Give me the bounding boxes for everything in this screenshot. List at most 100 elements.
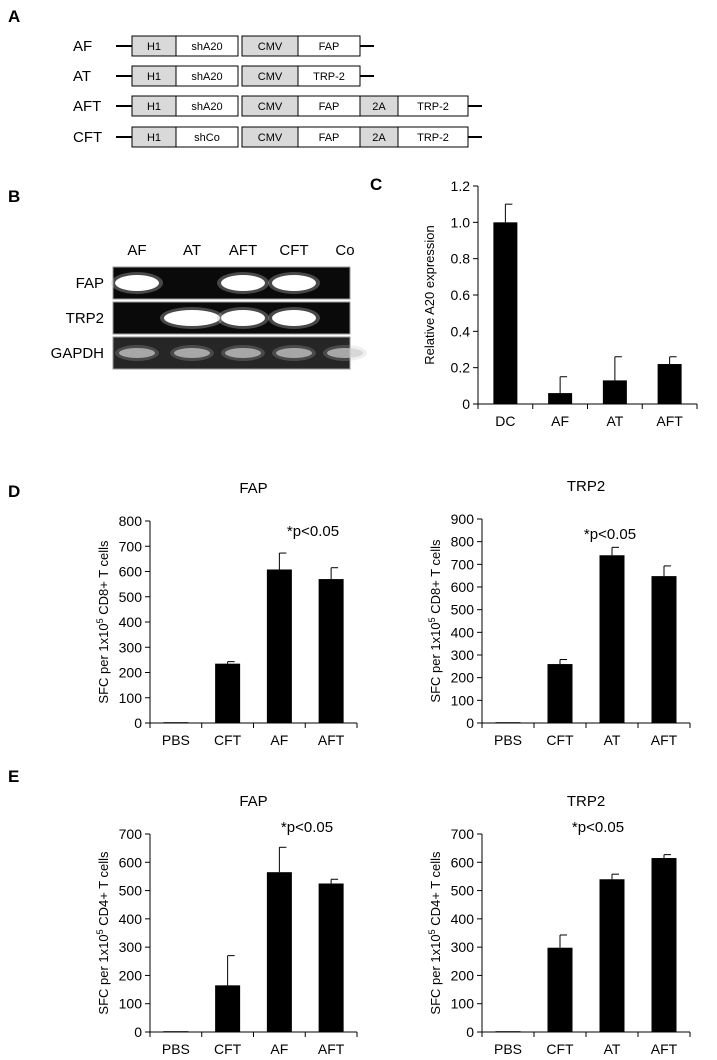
segment-label-sha20: shA20 xyxy=(191,101,222,113)
y-axis-label: SFC per 1x105 CD4+ T cells xyxy=(95,851,111,1015)
x-tick-label-at: AT xyxy=(604,1041,621,1057)
significance-annotation: *p<0.05 xyxy=(572,819,624,836)
x-tick-label-dc: DC xyxy=(495,413,515,429)
y-tick-label: 800 xyxy=(451,534,475,550)
y-tick-label: 1.0 xyxy=(451,214,471,230)
bar-dc xyxy=(493,222,518,404)
x-tick-label-aft: AFT xyxy=(318,1041,345,1057)
bar-cft xyxy=(215,663,241,723)
y-tick-label: 700 xyxy=(451,826,475,842)
y-axis-label-sup: 5 xyxy=(95,618,105,623)
y-tick-label: 600 xyxy=(119,854,143,870)
y-tick-label: 500 xyxy=(119,883,143,899)
y-axis-label: Relative A20 expression xyxy=(422,225,437,364)
chart-title: FAP xyxy=(239,480,267,497)
chart-title: TRP2 xyxy=(567,793,605,810)
panel-label-d: D xyxy=(8,482,20,501)
segment-trp-2 xyxy=(397,95,469,117)
y-axis-label-sup: 5 xyxy=(427,929,437,934)
y-tick-label: 200 xyxy=(119,665,143,681)
y-tick-label: 100 xyxy=(119,996,143,1012)
y-axis-label-part: SFC per 1x10 xyxy=(96,623,111,703)
bar-pbs xyxy=(495,722,521,723)
significance-annotation: *p<0.05 xyxy=(281,819,333,836)
x-tick-label-cft: CFT xyxy=(214,1041,242,1057)
segment-fap xyxy=(297,35,361,57)
gel-band xyxy=(115,275,159,291)
segment-shco xyxy=(175,126,239,148)
y-tick-label: 400 xyxy=(451,911,475,927)
y-tick-label: 0.8 xyxy=(451,251,471,267)
x-tick-label-pbs: PBS xyxy=(494,732,522,748)
segment-label-cmv: CMV xyxy=(258,132,283,144)
y-tick-label: 200 xyxy=(451,670,475,686)
y-tick-label: 800 xyxy=(119,513,143,529)
segment-label-trp-2: TRP-2 xyxy=(313,71,345,83)
gel-row-gapdh: GAPDH xyxy=(51,345,104,362)
x-tick-label-cft: CFT xyxy=(214,732,242,748)
segment-label-cmv: CMV xyxy=(258,101,283,113)
y-tick-label: 100 xyxy=(451,692,475,708)
segment-label-trp-2: TRP-2 xyxy=(417,132,449,144)
y-tick-label: 0 xyxy=(134,1024,142,1040)
chart-d-trp2: TRP2 0 100 200 300 400 500 600 700 800 900 PBS CFT AT… xyxy=(427,478,691,748)
y-tick-label: 400 xyxy=(451,624,475,640)
segment-label-trp-2: TRP-2 xyxy=(417,101,449,113)
panel-label-a: A xyxy=(8,7,20,26)
gel-row-fap: FAP xyxy=(76,275,104,292)
gel-image: AF AT AFT CFT Co FAP TRP2 GAPDH xyxy=(51,242,367,370)
construct-name-cft: CFT xyxy=(73,129,102,146)
segment-sha20 xyxy=(175,95,239,117)
construct-diagram: AF H1 shA20 CMV FAP AT H1 shA20 CMV TRP-2 AFT H1 shA… xyxy=(73,35,482,148)
y-tick-label: 600 xyxy=(119,564,143,580)
bar-aft xyxy=(651,576,677,723)
y-tick-label: 400 xyxy=(119,614,143,630)
y-axis-label-part: CD4+ T cells xyxy=(96,851,111,929)
construct-name-af: AF xyxy=(73,38,92,55)
segment-label-cmv: CMV xyxy=(258,71,283,83)
y-axis-label-part: SFC per 1x10 xyxy=(428,622,443,702)
gel-row-trp2: TRP2 xyxy=(66,310,104,327)
bar-af xyxy=(548,393,573,404)
x-tick-label-cft: CFT xyxy=(546,1041,574,1057)
y-tick-label: 500 xyxy=(451,883,475,899)
segment-label-h1: H1 xyxy=(147,132,161,144)
y-axis-label-part: CD4+ T cells xyxy=(428,851,443,929)
segment-label-h1: H1 xyxy=(147,41,161,53)
gel-band xyxy=(119,348,155,358)
y-axis-label-part: CD8+ T cells xyxy=(428,539,443,617)
bar-pbs xyxy=(163,1031,189,1032)
y-tick-label: 700 xyxy=(451,556,475,572)
panel-label-b: B xyxy=(8,187,20,206)
gel-band xyxy=(225,348,261,358)
y-tick-label: 600 xyxy=(451,854,475,870)
segment-label-sha20: shA20 xyxy=(191,71,222,83)
y-axis-label-sup: 5 xyxy=(95,929,105,934)
bar-af xyxy=(266,872,292,1032)
gel-band xyxy=(327,348,363,358)
bar-pbs xyxy=(495,1031,521,1032)
gel-band xyxy=(221,275,265,291)
y-tick-label: 100 xyxy=(119,690,143,706)
x-tick-label-aft: AFT xyxy=(318,732,345,748)
gel-band xyxy=(174,348,210,358)
y-axis-label-sup: 5 xyxy=(427,617,437,622)
bar-aft xyxy=(318,579,344,723)
segment-trp-2 xyxy=(297,65,361,87)
significance-annotation: *p<0.05 xyxy=(584,526,636,543)
y-axis-label-part: CD8+ T cells xyxy=(96,540,111,618)
construct-name-aft: AFT xyxy=(73,98,101,115)
y-tick-label: 200 xyxy=(451,967,475,983)
y-tick-label: 0.2 xyxy=(451,360,471,376)
segment-label-sha20: shA20 xyxy=(191,41,222,53)
y-tick-label: 1.2 xyxy=(451,178,471,194)
x-tick-label-af: AF xyxy=(551,413,569,429)
x-tick-label-at: AT xyxy=(606,413,623,429)
gel-band xyxy=(272,275,316,291)
segment-label-fap: FAP xyxy=(319,41,340,53)
y-tick-label: 0 xyxy=(466,715,474,731)
y-tick-label: 500 xyxy=(451,602,475,618)
bar-cft xyxy=(547,664,573,723)
segment-label-fap: FAP xyxy=(319,101,340,113)
y-tick-label: 200 xyxy=(119,967,143,983)
